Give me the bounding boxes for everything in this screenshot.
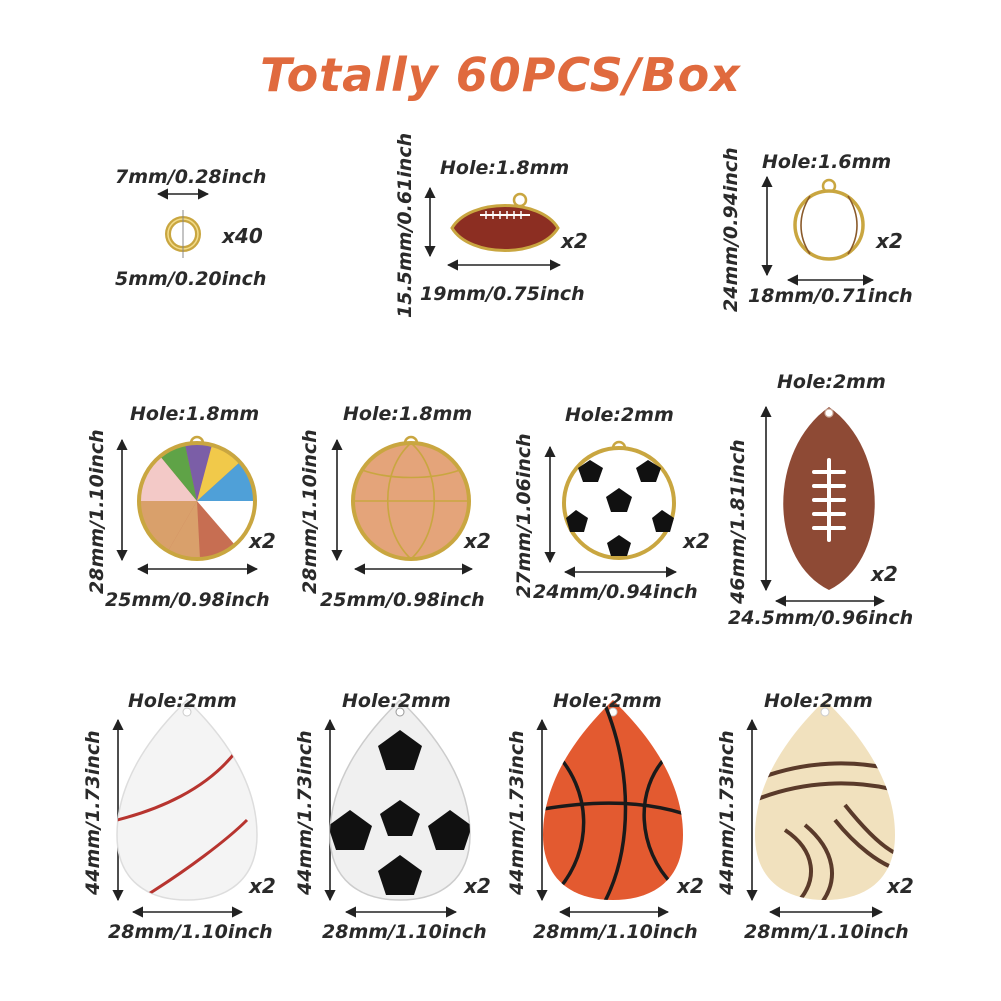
baseball-small-hole: Hole:1.6mm (762, 151, 892, 173)
soccer-round-qty: x2 (683, 529, 710, 553)
basketball-drop-image (543, 700, 683, 900)
football-large-qty: x2 (871, 562, 898, 586)
baseball-small-qty: x2 (876, 229, 903, 253)
basketball-round-qty: x2 (464, 529, 491, 553)
page-title: Totally 60PCS/Box (260, 48, 741, 102)
basketball-drop-qty: x2 (677, 874, 704, 898)
soccer-drop-hole: Hole:2mm (342, 690, 451, 712)
soccer-drop-height: 44mm/1.73inch (294, 730, 316, 895)
volleyball-drop-image (755, 700, 895, 900)
dimension-arrows (112, 175, 886, 918)
volleyball-drop-hole: Hole:2mm (764, 690, 873, 712)
beach-ball-hole: Hole:1.8mm (130, 403, 260, 425)
baseball-drop-width: 28mm/1.10inch (108, 921, 273, 943)
basketball-round-height: 28mm/1.10inch (299, 429, 321, 594)
jump-ring-height-label: 5mm/0.20inch (115, 268, 267, 290)
basketball-round-width: 25mm/0.98inch (320, 589, 485, 611)
soccer-round-height: 27mm/1.06inch (513, 433, 535, 598)
football-large-hole: Hole:2mm (777, 371, 886, 393)
football-large-image (783, 407, 875, 590)
jump-ring-width-label: 7mm/0.28inch (115, 166, 267, 188)
baseball-drop-qty: x2 (249, 874, 276, 898)
soccer-round-width: 24mm/0.94inch (533, 581, 698, 603)
beach-ball-height: 28mm/1.10inch (86, 429, 108, 594)
beach-ball-image (137, 435, 257, 561)
basketball-round-image (351, 435, 471, 561)
beach-ball-width: 25mm/0.98inch (105, 589, 270, 611)
football-large-width: 24.5mm/0.96inch (728, 607, 914, 629)
basketball-drop-width: 28mm/1.10inch (533, 921, 698, 943)
soccer-drop-width: 28mm/1.10inch (322, 921, 487, 943)
football-small-qty: x2 (561, 229, 588, 253)
basketball-drop-height: 44mm/1.73inch (506, 730, 528, 895)
volleyball-drop-height: 44mm/1.73inch (716, 730, 738, 895)
volleyball-drop-qty: x2 (887, 874, 914, 898)
soccer-drop-qty: x2 (464, 874, 491, 898)
baseball-small-height: 24mm/0.94inch (720, 147, 742, 312)
football-small-width: 19mm/0.75inch (420, 283, 585, 305)
soccer-round-hole: Hole:2mm (565, 404, 674, 426)
football-small-image (450, 192, 560, 252)
football-small-height: 15.5mm/0.61inch (394, 132, 416, 318)
jump-ring-qty: x40 (222, 224, 263, 248)
baseball-drop-image (116, 698, 258, 901)
football-large-height: 46mm/1.81inch (727, 439, 749, 604)
baseball-drop-hole: Hole:2mm (128, 690, 237, 712)
basketball-drop-hole: Hole:2mm (553, 690, 662, 712)
baseball-drop-height: 44mm/1.73inch (82, 730, 104, 895)
volleyball-drop-width: 28mm/1.10inch (744, 921, 909, 943)
football-small-hole: Hole:1.8mm (440, 157, 570, 179)
soccer-round-image (562, 440, 676, 560)
beach-ball-qty: x2 (249, 529, 276, 553)
soccer-drop-image (329, 698, 471, 901)
basketball-round-hole: Hole:1.8mm (343, 403, 473, 425)
baseball-small-image (793, 178, 865, 261)
baseball-small-width: 18mm/0.71inch (748, 285, 913, 307)
